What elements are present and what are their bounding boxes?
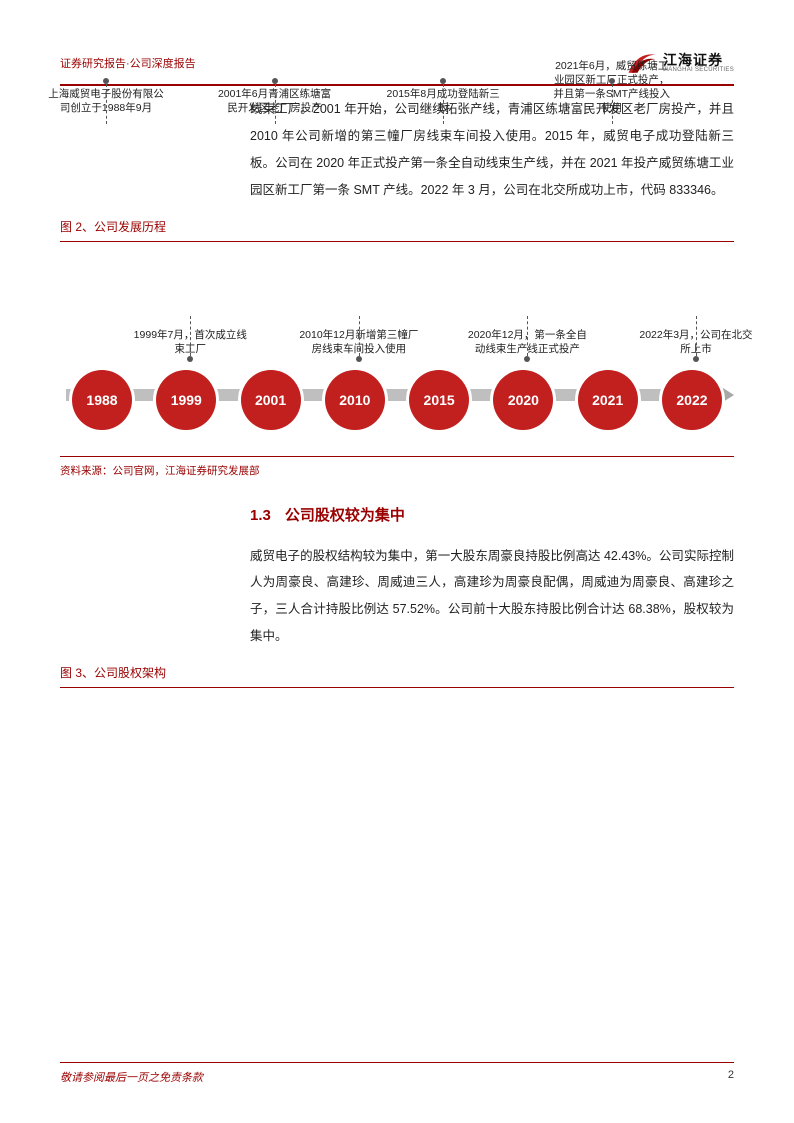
figure-2-top-rule	[60, 241, 734, 242]
timeline-node-2020: 2020	[493, 370, 553, 430]
figure-2-bottom-rule	[60, 456, 734, 457]
timeline-connector	[275, 84, 276, 124]
timeline-nodes: 1988 1999 2001 2010 2015 2020 2021 2022	[64, 370, 730, 430]
timeline-connector-dot	[693, 356, 699, 362]
section-1-3-heading: 1.3 公司股权较为集中	[250, 504, 734, 525]
timeline-connector	[106, 84, 107, 124]
figure-3-top-rule	[60, 687, 734, 688]
page-footer: 敬请参阅最后一页之免责条款 2	[60, 1062, 734, 1086]
footer-disclaimer: 敬请参阅最后一页之免责条款	[60, 1069, 203, 1085]
timeline-connector	[190, 316, 191, 356]
figure-3-caption: 图 3、公司股权架构	[60, 664, 734, 681]
timeline-connector-dot	[609, 78, 615, 84]
timeline-node-2021: 2021	[578, 370, 638, 430]
timeline-connector-dot	[356, 356, 362, 362]
timeline-connector-dot	[187, 356, 193, 362]
timeline-connector-dot	[440, 78, 446, 84]
timeline-connector	[612, 84, 613, 124]
timeline-connector	[527, 316, 528, 356]
timeline-connector-dot	[272, 78, 278, 84]
timeline-connector-dot	[103, 78, 109, 84]
page-number: 2	[728, 1069, 734, 1085]
timeline-node-1999: 1999	[156, 370, 216, 430]
section-number: 1.3	[250, 507, 271, 524]
figure-2-caption: 图 2、公司发展历程	[60, 218, 734, 235]
timeline-connector-dot	[524, 356, 530, 362]
timeline-node-2015: 2015	[409, 370, 469, 430]
timeline-node-2022: 2022	[662, 370, 722, 430]
section-title: 公司股权较为集中	[285, 507, 405, 524]
timeline-connector	[696, 316, 697, 356]
logo-text-en: JIANGHAI SECURITIES	[663, 67, 734, 73]
timeline-node-2010: 2010	[325, 370, 385, 430]
timeline-connector	[359, 316, 360, 356]
timeline-chart: 上海威贸电子股份有限公司创立于1988年9月2001年6月青浦区练塘富民开发区老…	[60, 248, 734, 450]
header-category: 证券研究报告·公司深度报告	[60, 55, 196, 71]
logo-text-cn: 江海证券	[663, 53, 734, 68]
section-1-3-paragraph: 威贸电子的股权结构较为集中，第一大股东周豪良持股比例高达 42.43%。公司实际…	[250, 543, 734, 651]
timeline-node-2001: 2001	[241, 370, 301, 430]
timeline-connector	[443, 84, 444, 124]
footer-rule	[60, 1062, 734, 1064]
figure-2-source: 资料来源：公司官网，江海证券研究发展部	[60, 463, 734, 478]
timeline-node-1988: 1988	[72, 370, 132, 430]
